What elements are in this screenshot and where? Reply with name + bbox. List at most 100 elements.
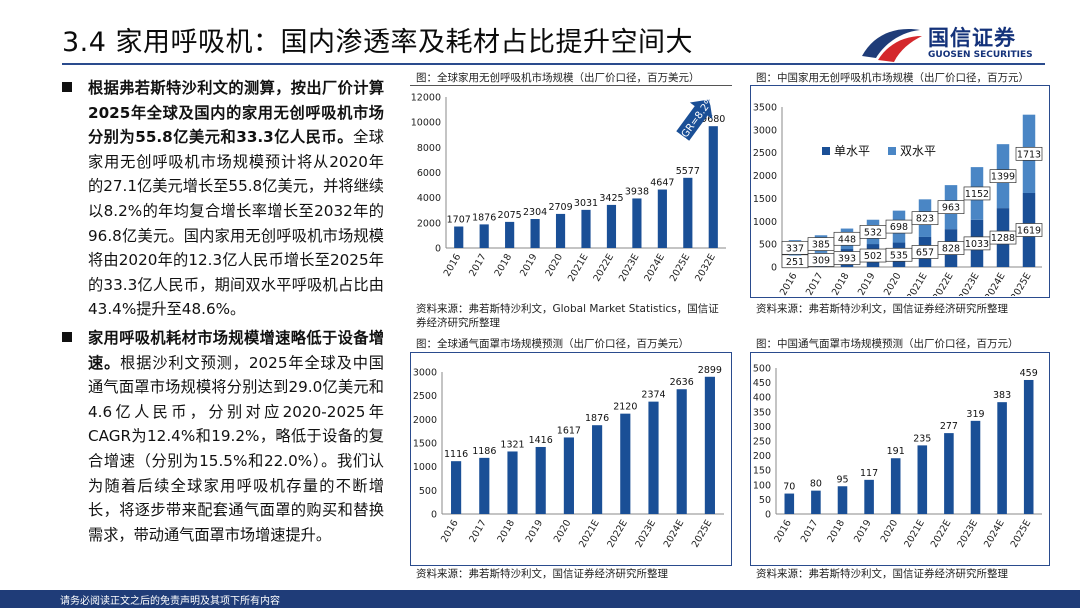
bar	[535, 446, 546, 514]
y-tick-label: 450	[753, 378, 771, 389]
chart-source-3: 资料来源：弗若斯特沙利文，国信证券经济研究所整理	[416, 568, 668, 580]
x-tick-label: 2016	[778, 271, 800, 296]
chart-frame	[410, 352, 732, 566]
x-tick-label: 2020	[879, 518, 901, 544]
bar	[592, 425, 603, 514]
x-tick-label: 2018	[830, 271, 852, 296]
bar	[451, 461, 462, 514]
x-tick-label: 2016	[439, 518, 461, 544]
x-tick-label: 2020	[552, 518, 574, 544]
y-tick-label: 2000	[413, 415, 437, 426]
paragraph-1-lead: 根据弗若斯特沙利文的测算，按出厂价计算2025年全球及国内的家用无创呼吸机市场分…	[88, 79, 384, 147]
data-label: 657	[916, 247, 934, 258]
bar	[530, 219, 540, 248]
data-label: 191	[887, 446, 905, 457]
bar	[837, 486, 848, 514]
chart-title: 图：全球通气面罩市场规模预测（出厂价口径，百万美元）	[416, 338, 689, 350]
chart-global-ventilator: 图：全球家用无创呼吸机市场规模（出厂价口径，百万美元） 0 2000 4000 600…	[410, 70, 732, 330]
data-label: 319	[966, 409, 984, 420]
chart-title-rule	[410, 85, 732, 86]
y-tick-label: 3500	[753, 103, 777, 114]
bar	[683, 177, 693, 248]
data-label: 3938	[625, 186, 649, 197]
data-label-box	[989, 169, 1017, 183]
chart-source-4: 资料来源：弗若斯特沙利文，国信证券经济研究所整理	[756, 568, 1008, 580]
data-label: 1186	[472, 446, 496, 457]
title-divider	[62, 63, 1045, 65]
x-tick-label: 2025E	[690, 518, 715, 550]
y-tick-label: 1000	[413, 462, 437, 473]
data-label-box	[1015, 146, 1043, 161]
data-label: 235	[913, 433, 931, 444]
bar	[606, 204, 617, 248]
x-tick-label: 2017	[799, 518, 821, 544]
data-label-box	[989, 230, 1017, 245]
x-tick-label: 2024E	[982, 518, 1007, 550]
x-tick-label: 2016	[442, 252, 464, 278]
chart-title: 图：中国家用无创呼吸机市场规模（出厂价口径，百万元）	[756, 72, 1029, 84]
y-tick-label: 2000	[753, 171, 777, 182]
y-tick-label: 150	[753, 466, 771, 477]
chart-svg: 0 50 100 150 200 250 300 350 400 450 500 2016 70 2017…	[753, 364, 1042, 550]
data-label: 1152	[965, 189, 989, 200]
y-tick-label: 0	[431, 510, 437, 521]
x-tick-label: 2023E	[633, 518, 658, 550]
data-label-box	[911, 211, 939, 226]
data-label: 698	[890, 222, 908, 233]
chart-frame	[750, 85, 1050, 298]
chart-source-2: 资料来源：弗若斯特沙利文，国信证券经济研究所整理	[756, 303, 1008, 315]
data-label: 337	[786, 243, 804, 254]
data-label: 1321	[500, 439, 524, 450]
chart-title: 图：中国通气面罩市场规模预测（出厂价口径，百万元）	[756, 338, 1019, 350]
x-tick-label: 2019	[518, 252, 540, 278]
x-tick-label: 2023E	[617, 252, 642, 284]
data-label: 309	[812, 255, 830, 266]
data-label: 1876	[472, 212, 496, 223]
bar	[784, 493, 795, 514]
y-tick-label: 6000	[417, 168, 441, 179]
y-tick-label: 4000	[417, 193, 441, 204]
bar	[454, 226, 464, 248]
data-label: 1116	[444, 449, 468, 460]
y-tick-label: 100	[753, 480, 771, 491]
bar	[917, 445, 928, 514]
bar	[708, 126, 718, 248]
y-tick-label: 0	[771, 263, 777, 274]
data-label: 1617	[557, 425, 581, 436]
data-label: 1416	[529, 435, 553, 446]
x-tick-label: 2022E	[931, 271, 956, 296]
bar	[632, 198, 642, 248]
bar	[620, 413, 631, 514]
chart-global-mask: 图：全球通气面罩市场规模预测（出厂价口径，百万美元） 0 500 1000 1500 2…	[410, 336, 732, 566]
y-tick-label: 1000	[753, 217, 777, 228]
data-label-box	[1015, 223, 1043, 237]
data-label: 4647	[650, 178, 674, 189]
x-tick-label: 2025E	[1009, 271, 1034, 296]
data-label: 459	[1020, 368, 1038, 379]
bar	[864, 479, 874, 514]
x-tick-label: 2032E	[693, 252, 718, 284]
chart-source-1: 资料来源：弗若斯特沙利文，Global Market Statistics，国信…	[416, 303, 719, 329]
y-tick-label: 50	[759, 495, 771, 506]
bar	[555, 213, 566, 248]
y-tick-label: 500	[753, 364, 771, 375]
logo-text-cn: 国信证券	[928, 26, 1016, 50]
paragraph-1: 根据弗若斯特沙利文的测算，按出厂价计算2025年全球及国内的家用无创呼吸机市场分…	[62, 76, 384, 322]
y-tick-label: 8000	[417, 143, 441, 154]
y-tick-label: 350	[753, 407, 771, 418]
chart-svg: 0 500 1000 1500 2000 2500 3000 3500 2016 251 337 20…	[753, 103, 1043, 296]
x-tick-label: 2024E	[983, 271, 1008, 296]
y-tick-label: 2500	[753, 148, 777, 159]
data-label: 1033	[965, 239, 989, 250]
chart-svg: 0 2000 4000 6000 8000 10000 12000 2016 1707 2017 1…	[411, 93, 726, 284]
data-label: 9680	[701, 114, 725, 125]
bar	[704, 376, 715, 514]
x-tick-label: 2025E	[668, 252, 693, 284]
x-tick-label: 2022E	[605, 518, 630, 550]
data-label: 1876	[585, 413, 609, 424]
data-label: 502	[864, 251, 882, 262]
x-tick-label: 2019	[856, 271, 878, 296]
data-label: 448	[838, 234, 856, 245]
x-tick-label: 2025E	[1009, 518, 1034, 550]
data-label: 3031	[574, 198, 598, 209]
